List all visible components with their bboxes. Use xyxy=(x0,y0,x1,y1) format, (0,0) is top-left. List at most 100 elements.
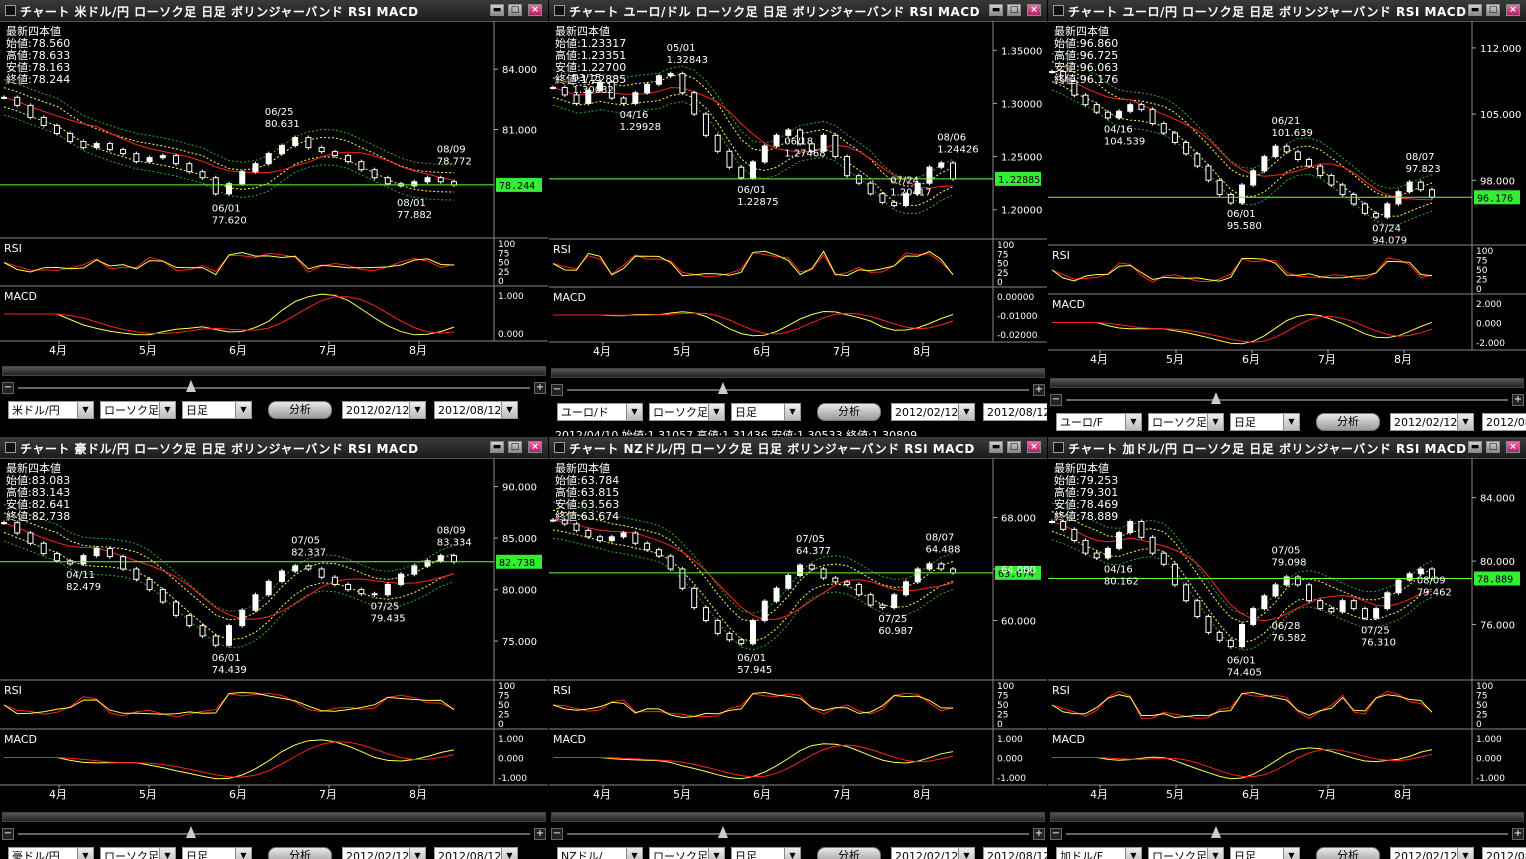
analyze-button[interactable]: 分析 xyxy=(817,847,881,859)
chart-type-select[interactable]: ローソク足 ▼ xyxy=(1148,413,1224,431)
chart-type-select[interactable]: ローソク足 ▼ xyxy=(1148,847,1224,859)
price-chart[interactable]: 78.889 84.000 80.000 76.000 最新四本値始値:79.253高値… xyxy=(1048,458,1526,811)
chevron-down-icon[interactable]: ▼ xyxy=(77,402,93,418)
close-icon[interactable]: × xyxy=(528,4,542,16)
zoom-out-icon[interactable]: − xyxy=(1050,394,1062,406)
price-chart[interactable]: 63.674 68.000 64.000 60.000 最新四本値始値:63.784高値… xyxy=(549,458,1047,811)
price-chart[interactable]: 78.244 84.000 81.000 最新四本値始値:78.560高値:78.63… xyxy=(0,21,548,365)
date-from-select[interactable]: 2012/02/12 ▼ xyxy=(891,403,975,421)
maximize-icon[interactable]: □ xyxy=(1486,4,1500,16)
chart-type-select[interactable]: ローソク足 ▼ xyxy=(100,847,176,859)
zoom-track[interactable] xyxy=(567,833,1029,835)
chevron-down-icon[interactable]: ▼ xyxy=(159,848,175,859)
zoom-in-icon[interactable]: + xyxy=(534,828,546,840)
scroll-bar-top[interactable] xyxy=(2,812,546,822)
period-select[interactable]: 日足 ▼ xyxy=(182,401,252,419)
chevron-down-icon[interactable]: ▼ xyxy=(159,402,175,418)
analyze-button[interactable]: 分析 xyxy=(1316,847,1380,859)
chevron-down-icon[interactable]: ▼ xyxy=(409,848,425,859)
minimize-icon[interactable]: ▬ xyxy=(490,4,504,16)
date-to-select[interactable]: 2012/08/12▼ xyxy=(434,847,518,859)
zoom-thumb[interactable] xyxy=(186,826,196,838)
analyze-button[interactable]: 分析 xyxy=(817,403,881,421)
panel-titlebar[interactable]: チャート 加ドル/円 ローソク足 日足 ボリンジャーバンド RSI MACD ▬ □… xyxy=(1048,437,1526,459)
maximize-icon[interactable]: □ xyxy=(1007,4,1021,16)
close-icon[interactable]: × xyxy=(1027,4,1041,16)
currency-pair-select[interactable]: ユーロ/F ▼ xyxy=(1056,413,1142,431)
chevron-down-icon[interactable]: ▼ xyxy=(235,848,251,859)
chevron-down-icon[interactable]: ▼ xyxy=(409,402,425,418)
zoom-out-icon[interactable]: − xyxy=(1050,828,1062,840)
window-menu-icon[interactable] xyxy=(554,5,565,16)
chevron-down-icon[interactable]: ▼ xyxy=(1207,848,1223,859)
panel-titlebar[interactable]: チャート NZドル/円 ローソク足 日足 ボリンジャーバンド RSI MACD ▬… xyxy=(549,437,1047,459)
chevron-down-icon[interactable]: ▼ xyxy=(77,848,93,859)
zoom-track[interactable] xyxy=(18,387,530,389)
maximize-icon[interactable]: □ xyxy=(508,4,522,16)
period-select[interactable]: 日足 ▼ xyxy=(1230,847,1300,859)
panel-titlebar[interactable]: チャート ユーロ/ドル ローソク足 日足 ボリンジャーバンド RSI MACD ▬… xyxy=(549,0,1047,22)
date-to-select[interactable]: 2012/08/12▼ xyxy=(983,847,1047,859)
panel-titlebar[interactable]: チャート ユーロ/円 ローソク足 日足 ボリンジャーバンド RSI MACD ▬ □… xyxy=(1048,0,1526,22)
period-select[interactable]: 日足 ▼ xyxy=(182,847,252,859)
scroll-bar-top[interactable] xyxy=(1050,812,1524,822)
close-icon[interactable]: × xyxy=(1027,441,1041,453)
panel-titlebar[interactable]: チャート 豪ドル/円 ローソク足 日足 ボリンジャーバンド RSI MACD ▬ □… xyxy=(0,437,548,459)
zoom-slider[interactable]: − + xyxy=(0,379,548,399)
panel-titlebar[interactable]: チャート 米ドル/円 ローソク足 日足 ボリンジャーバンド RSI MACD ▬ □… xyxy=(0,0,548,22)
chevron-down-icon[interactable]: ▼ xyxy=(626,404,642,420)
minimize-icon[interactable]: ▬ xyxy=(1468,441,1482,453)
date-from-select[interactable]: 2012/02/12 ▼ xyxy=(1390,413,1474,431)
chevron-down-icon[interactable]: ▼ xyxy=(1283,414,1299,430)
minimize-icon[interactable]: ▬ xyxy=(490,441,504,453)
window-menu-icon[interactable] xyxy=(5,442,16,453)
zoom-slider[interactable]: − + xyxy=(1048,825,1526,845)
zoom-in-icon[interactable]: + xyxy=(1033,384,1045,396)
maximize-icon[interactable]: □ xyxy=(1486,441,1500,453)
currency-pair-select[interactable]: ユーロ/ド ▼ xyxy=(557,403,643,421)
chevron-down-icon[interactable]: ▼ xyxy=(1125,848,1141,859)
zoom-out-icon[interactable]: − xyxy=(551,828,563,840)
scroll-bar-top[interactable] xyxy=(551,368,1045,378)
date-from-select[interactable]: 2012/02/12 ▼ xyxy=(891,847,975,859)
chart-type-select[interactable]: ローソク足 ▼ xyxy=(649,847,725,859)
analyze-button[interactable]: 分析 xyxy=(268,401,332,419)
chevron-down-icon[interactable]: ▼ xyxy=(501,402,517,418)
zoom-slider[interactable]: − + xyxy=(0,825,548,845)
chevron-down-icon[interactable]: ▼ xyxy=(626,848,642,859)
chevron-down-icon[interactable]: ▼ xyxy=(784,848,800,859)
minimize-icon[interactable]: ▬ xyxy=(989,4,1003,16)
zoom-thumb[interactable] xyxy=(186,380,196,392)
window-menu-icon[interactable] xyxy=(5,5,16,16)
zoom-thumb[interactable] xyxy=(718,382,728,394)
zoom-track[interactable] xyxy=(567,389,1029,391)
date-to-select[interactable]: 2012/08/12▼ xyxy=(434,401,518,419)
window-menu-icon[interactable] xyxy=(554,442,565,453)
chevron-down-icon[interactable]: ▼ xyxy=(1457,848,1473,859)
currency-pair-select[interactable]: NZドル/ ▼ xyxy=(557,847,643,859)
zoom-track[interactable] xyxy=(1066,833,1508,835)
chevron-down-icon[interactable]: ▼ xyxy=(1283,848,1299,859)
zoom-thumb[interactable] xyxy=(1211,392,1221,404)
scroll-bar-top[interactable] xyxy=(1050,378,1524,388)
minimize-icon[interactable]: ▬ xyxy=(1468,4,1482,16)
period-select[interactable]: 日足 ▼ xyxy=(1230,413,1300,431)
zoom-thumb[interactable] xyxy=(1211,826,1221,838)
currency-pair-select[interactable]: 豪ドル/円 ▼ xyxy=(8,847,94,859)
price-chart[interactable]: 82.738 90.000 85.000 80.000 75.000 最新四本値始値:83… xyxy=(0,458,548,811)
maximize-icon[interactable]: □ xyxy=(1007,441,1021,453)
close-icon[interactable]: × xyxy=(1506,441,1520,453)
zoom-track[interactable] xyxy=(18,833,530,835)
close-icon[interactable]: × xyxy=(1506,4,1520,16)
chart-type-select[interactable]: ローソク足 ▼ xyxy=(649,403,725,421)
price-chart[interactable]: 1.22885 1.35000 1.30000 1.25000 1.20000 最新四本値… xyxy=(549,21,1047,367)
date-to-select[interactable]: 2012/08/12▼ xyxy=(983,403,1047,421)
zoom-out-icon[interactable]: − xyxy=(2,828,14,840)
period-select[interactable]: 日足 ▼ xyxy=(731,847,801,859)
currency-pair-select[interactable]: 米ドル/円 ▼ xyxy=(8,401,94,419)
chevron-down-icon[interactable]: ▼ xyxy=(1207,414,1223,430)
zoom-thumb[interactable] xyxy=(718,826,728,838)
date-from-select[interactable]: 2012/02/12 ▼ xyxy=(342,847,426,859)
zoom-in-icon[interactable]: + xyxy=(1512,828,1524,840)
zoom-in-icon[interactable]: + xyxy=(1033,828,1045,840)
